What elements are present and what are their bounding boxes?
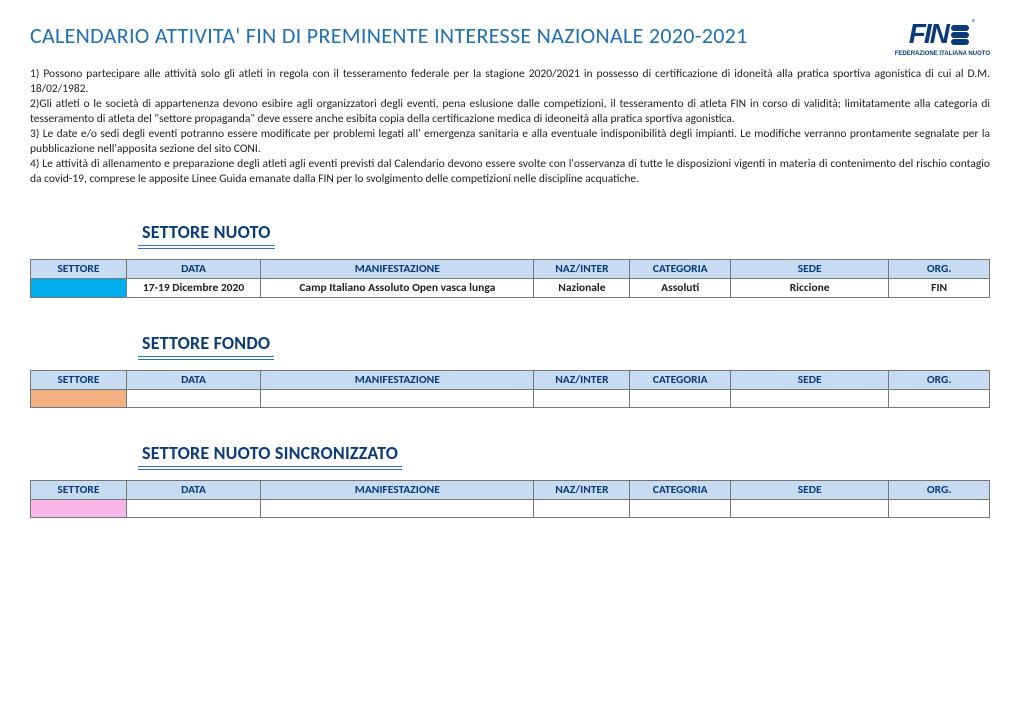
section-title-sincro: SETTORE NUOTO SINCRONIZZATO (138, 440, 402, 470)
logo-mark: FIN ® (909, 18, 976, 50)
th-sede: SEDE (731, 480, 889, 499)
intro-p4: 4) Le attività di allenamento e preparaz… (30, 157, 990, 187)
cell-categoria (630, 389, 731, 407)
logo-subtitle: FEDERAZIONE ITALIANA NUOTO (895, 51, 990, 57)
th-data: DATA (126, 370, 260, 389)
cell-categoria (630, 499, 731, 517)
th-categoria: CATEGORIA (630, 370, 731, 389)
th-org: ORG. (889, 480, 990, 499)
th-manifestazione: MANIFESTAZIONE (261, 370, 534, 389)
cell-manifestazione: Camp Italiano Assoluto Open vasca lunga (261, 278, 534, 297)
logo-text: FIN (909, 18, 948, 50)
th-categoria: CATEGORIA (630, 480, 731, 499)
th-naz: NAZ/INTER (534, 259, 630, 278)
section-title-wrap: SETTORE NUOTO SINCRONIZZATO (30, 440, 990, 470)
th-categoria: CATEGORIA (630, 259, 731, 278)
cell-org (889, 389, 990, 407)
table-row (31, 389, 990, 407)
section-sincro: SETTORE NUOTO SINCRONIZZATO SETTORE DATA… (30, 440, 990, 518)
section-fondo: SETTORE FONDO SETTORE DATA MANIFESTAZION… (30, 330, 990, 408)
intro-text: 1) Possono partecipare alle attività sol… (30, 67, 990, 187)
cell-data: 17-19 Dicembre 2020 (126, 278, 260, 297)
cell-manifestazione (261, 389, 534, 407)
logo-waves-icon (951, 23, 969, 45)
th-manifestazione: MANIFESTAZIONE (261, 480, 534, 499)
logo-wave-3 (951, 39, 969, 45)
section-title-wrap: SETTORE NUOTO (30, 219, 990, 249)
swatch-fondo (31, 389, 127, 407)
swatch-nuoto (31, 278, 127, 297)
th-data: DATA (126, 480, 260, 499)
th-data: DATA (126, 259, 260, 278)
th-naz: NAZ/INTER (534, 370, 630, 389)
th-settore: SETTORE (31, 480, 127, 499)
th-org: ORG. (889, 370, 990, 389)
th-sede: SEDE (731, 370, 889, 389)
cell-naz (534, 389, 630, 407)
th-settore: SETTORE (31, 259, 127, 278)
logo: FIN ® FEDERAZIONE ITALIANA NUOTO (895, 18, 990, 57)
th-naz: NAZ/INTER (534, 480, 630, 499)
table-nuoto: SETTORE DATA MANIFESTAZIONE NAZ/INTER CA… (30, 259, 990, 298)
table-sincro: SETTORE DATA MANIFESTAZIONE NAZ/INTER CA… (30, 480, 990, 518)
logo-wave-2 (951, 32, 969, 38)
logo-trademark: ® (972, 18, 976, 28)
table-row: 17-19 Dicembre 2020 Camp Italiano Assolu… (31, 278, 990, 297)
cell-naz (534, 499, 630, 517)
header: CALENDARIO ATTIVITA' FIN DI PREMINENTE I… (30, 22, 990, 57)
cell-sede (731, 499, 889, 517)
table-header-row: SETTORE DATA MANIFESTAZIONE NAZ/INTER CA… (31, 370, 990, 389)
cell-sede: Riccione (731, 278, 889, 297)
section-title-nuoto: SETTORE NUOTO (138, 219, 275, 249)
th-manifestazione: MANIFESTAZIONE (261, 259, 534, 278)
cell-categoria: Assoluti (630, 278, 731, 297)
th-settore: SETTORE (31, 370, 127, 389)
table-row (31, 499, 990, 517)
cell-data (126, 499, 260, 517)
section-nuoto: SETTORE NUOTO SETTORE DATA MANIFESTAZION… (30, 219, 990, 298)
cell-org: FIN (889, 278, 990, 297)
table-header-row: SETTORE DATA MANIFESTAZIONE NAZ/INTER CA… (31, 259, 990, 278)
table-fondo: SETTORE DATA MANIFESTAZIONE NAZ/INTER CA… (30, 370, 990, 408)
cell-sede (731, 389, 889, 407)
page-title: CALENDARIO ATTIVITA' FIN DI PREMINENTE I… (30, 22, 748, 49)
intro-p2: 2)Gli atleti o le società di appartenenz… (30, 97, 990, 127)
cell-naz: Nazionale (534, 278, 630, 297)
swatch-sincro (31, 499, 127, 517)
table-header-row: SETTORE DATA MANIFESTAZIONE NAZ/INTER CA… (31, 480, 990, 499)
th-org: ORG. (889, 259, 990, 278)
section-title-wrap: SETTORE FONDO (30, 330, 990, 360)
intro-p1: 1) Possono partecipare alle attività sol… (30, 67, 990, 97)
section-title-fondo: SETTORE FONDO (138, 330, 274, 360)
cell-org (889, 499, 990, 517)
cell-manifestazione (261, 499, 534, 517)
th-sede: SEDE (731, 259, 889, 278)
cell-data (126, 389, 260, 407)
intro-p3: 3) Le date e/o sedi degli eventi potrann… (30, 127, 990, 157)
logo-wave-1 (951, 25, 969, 31)
